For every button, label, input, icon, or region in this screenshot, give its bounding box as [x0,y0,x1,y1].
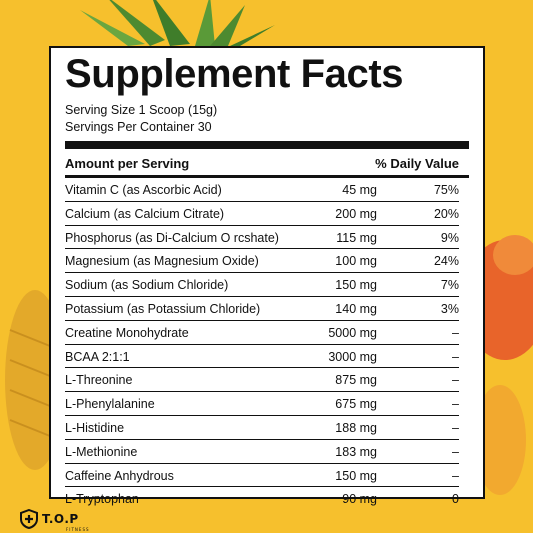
nutrient-daily-value: 24% [433,254,459,269]
table-header: Amount per Serving % Daily Value [65,154,459,174]
brand-subtext: FITNESS [66,527,90,532]
nutrient-daily-value: – [452,468,459,483]
table-row: BCAA 2:1:1 3000 mg – [65,345,459,369]
nutrient-amount: 675 mg [335,397,377,412]
nutrient-amount: 100 mg [335,254,377,269]
nutrient-name: Creatine Monohydrate [65,325,189,340]
nutrient-daily-value: 3% [440,301,459,316]
nutrient-amount: 188 mg [335,420,377,435]
table-row: L-Histidine 188 mg – [65,416,459,440]
brand-name: T.O.P [42,512,79,526]
nutrient-name: Calcium (as Calcium Citrate) [65,206,225,221]
nutrient-daily-value: – [452,325,459,340]
nutrient-name: BCAA 2:1:1 [65,349,130,364]
thick-divider [65,141,469,149]
nutrient-daily-value: – [452,373,459,388]
nutrient-daily-value: – [452,444,459,459]
table-row: L-Threonine 875 mg – [65,368,459,393]
servings-per-container: Servings Per Container 30 [65,120,212,134]
nutrient-amount: 115 mg [336,230,377,245]
nutrient-amount: 3000 mg [328,349,377,364]
table-row: Vitamin C (as Ascorbic Acid) 45 mg 75% [65,178,459,202]
nutrient-amount: 5000 mg [328,325,377,340]
nutrient-name: L-Tryptophan [65,492,139,507]
nutrient-amount: 150 mg [335,468,377,483]
nutrient-name: L-Phenylalanine [65,397,155,412]
pineapple-leaves [80,0,275,46]
header-daily-value: % Daily Value [375,156,459,171]
nutrient-amount: 45 mg [342,183,377,197]
shield-plus-icon [20,509,38,529]
supplement-facts-panel: Supplement Facts Serving Size 1 Scoop (1… [49,46,485,506]
header-divider [65,175,469,178]
table-row: Calcium (as Calcium Citrate) 200 mg 20% [65,202,459,226]
mango-slice [474,385,526,495]
nutrient-name: Sodium (as Sodium Chloride) [65,278,229,293]
nutrient-name: Phosphorus (as Di-Calcium O rcshate) [65,230,279,245]
nutrient-name: L-Methionine [65,444,138,459]
table-row: L-Methionine 183 mg – [65,440,459,464]
nutrient-amount: 90 mg [342,492,377,507]
nutrient-name: Magnesium (as Magnesium Oxide) [65,254,259,269]
nutrient-daily-value: – [452,349,459,364]
nutrient-daily-value: 0 [452,492,459,507]
panel-title: Supplement Facts [65,52,404,96]
nutrient-daily-value: 9% [440,230,459,245]
table-row: Creatine Monohydrate 5000 mg – [65,321,459,345]
serving-size: Serving Size 1 Scoop (15g) [65,103,218,117]
nutrient-name: L-Threonine [65,373,133,388]
nutrient-name: Vitamin C (as Ascorbic Acid) [65,183,222,197]
table-row: Caffeine Anhydrous 150 mg – [65,464,459,488]
nutrient-amount: 183 mg [335,444,377,459]
nutrient-daily-value: – [452,397,459,412]
table-row: L-Phenylalanine 675 mg – [65,392,459,416]
table-row: Potassium (as Potassium Chloride) 140 mg 3… [65,297,459,321]
table-row: Magnesium (as Magnesium Oxide) 100 mg 24% [65,249,459,274]
table-row: Sodium (as Sodium Chloride) 150 mg 7% [65,273,459,297]
nutrient-amount: 875 mg [335,373,377,388]
table-row: L-Tryptophan 90 mg 0 [65,487,459,510]
nutrient-daily-value: 20% [433,206,459,221]
nutrient-rows: Vitamin C (as Ascorbic Acid) 45 mg 75% Calc… [65,178,459,510]
table-row: Phosphorus (as Di-Calcium O rcshate) 115 … [65,226,459,250]
nutrient-amount: 150 mg [335,278,377,293]
brand-logo: T.O.P FITNESS [20,508,89,532]
nutrient-daily-value: 7% [440,278,459,293]
nutrient-daily-value: – [452,420,459,435]
nutrient-amount: 140 mg [335,301,377,316]
nutrient-daily-value: 75% [433,183,459,197]
nutrient-name: Potassium (as Potassium Chloride) [65,301,261,316]
header-amount-per-serving: Amount per Serving [65,156,190,171]
nutrient-amount: 200 mg [335,206,377,221]
nutrient-name: Caffeine Anhydrous [65,468,174,483]
nutrient-name: L-Histidine [65,420,125,435]
